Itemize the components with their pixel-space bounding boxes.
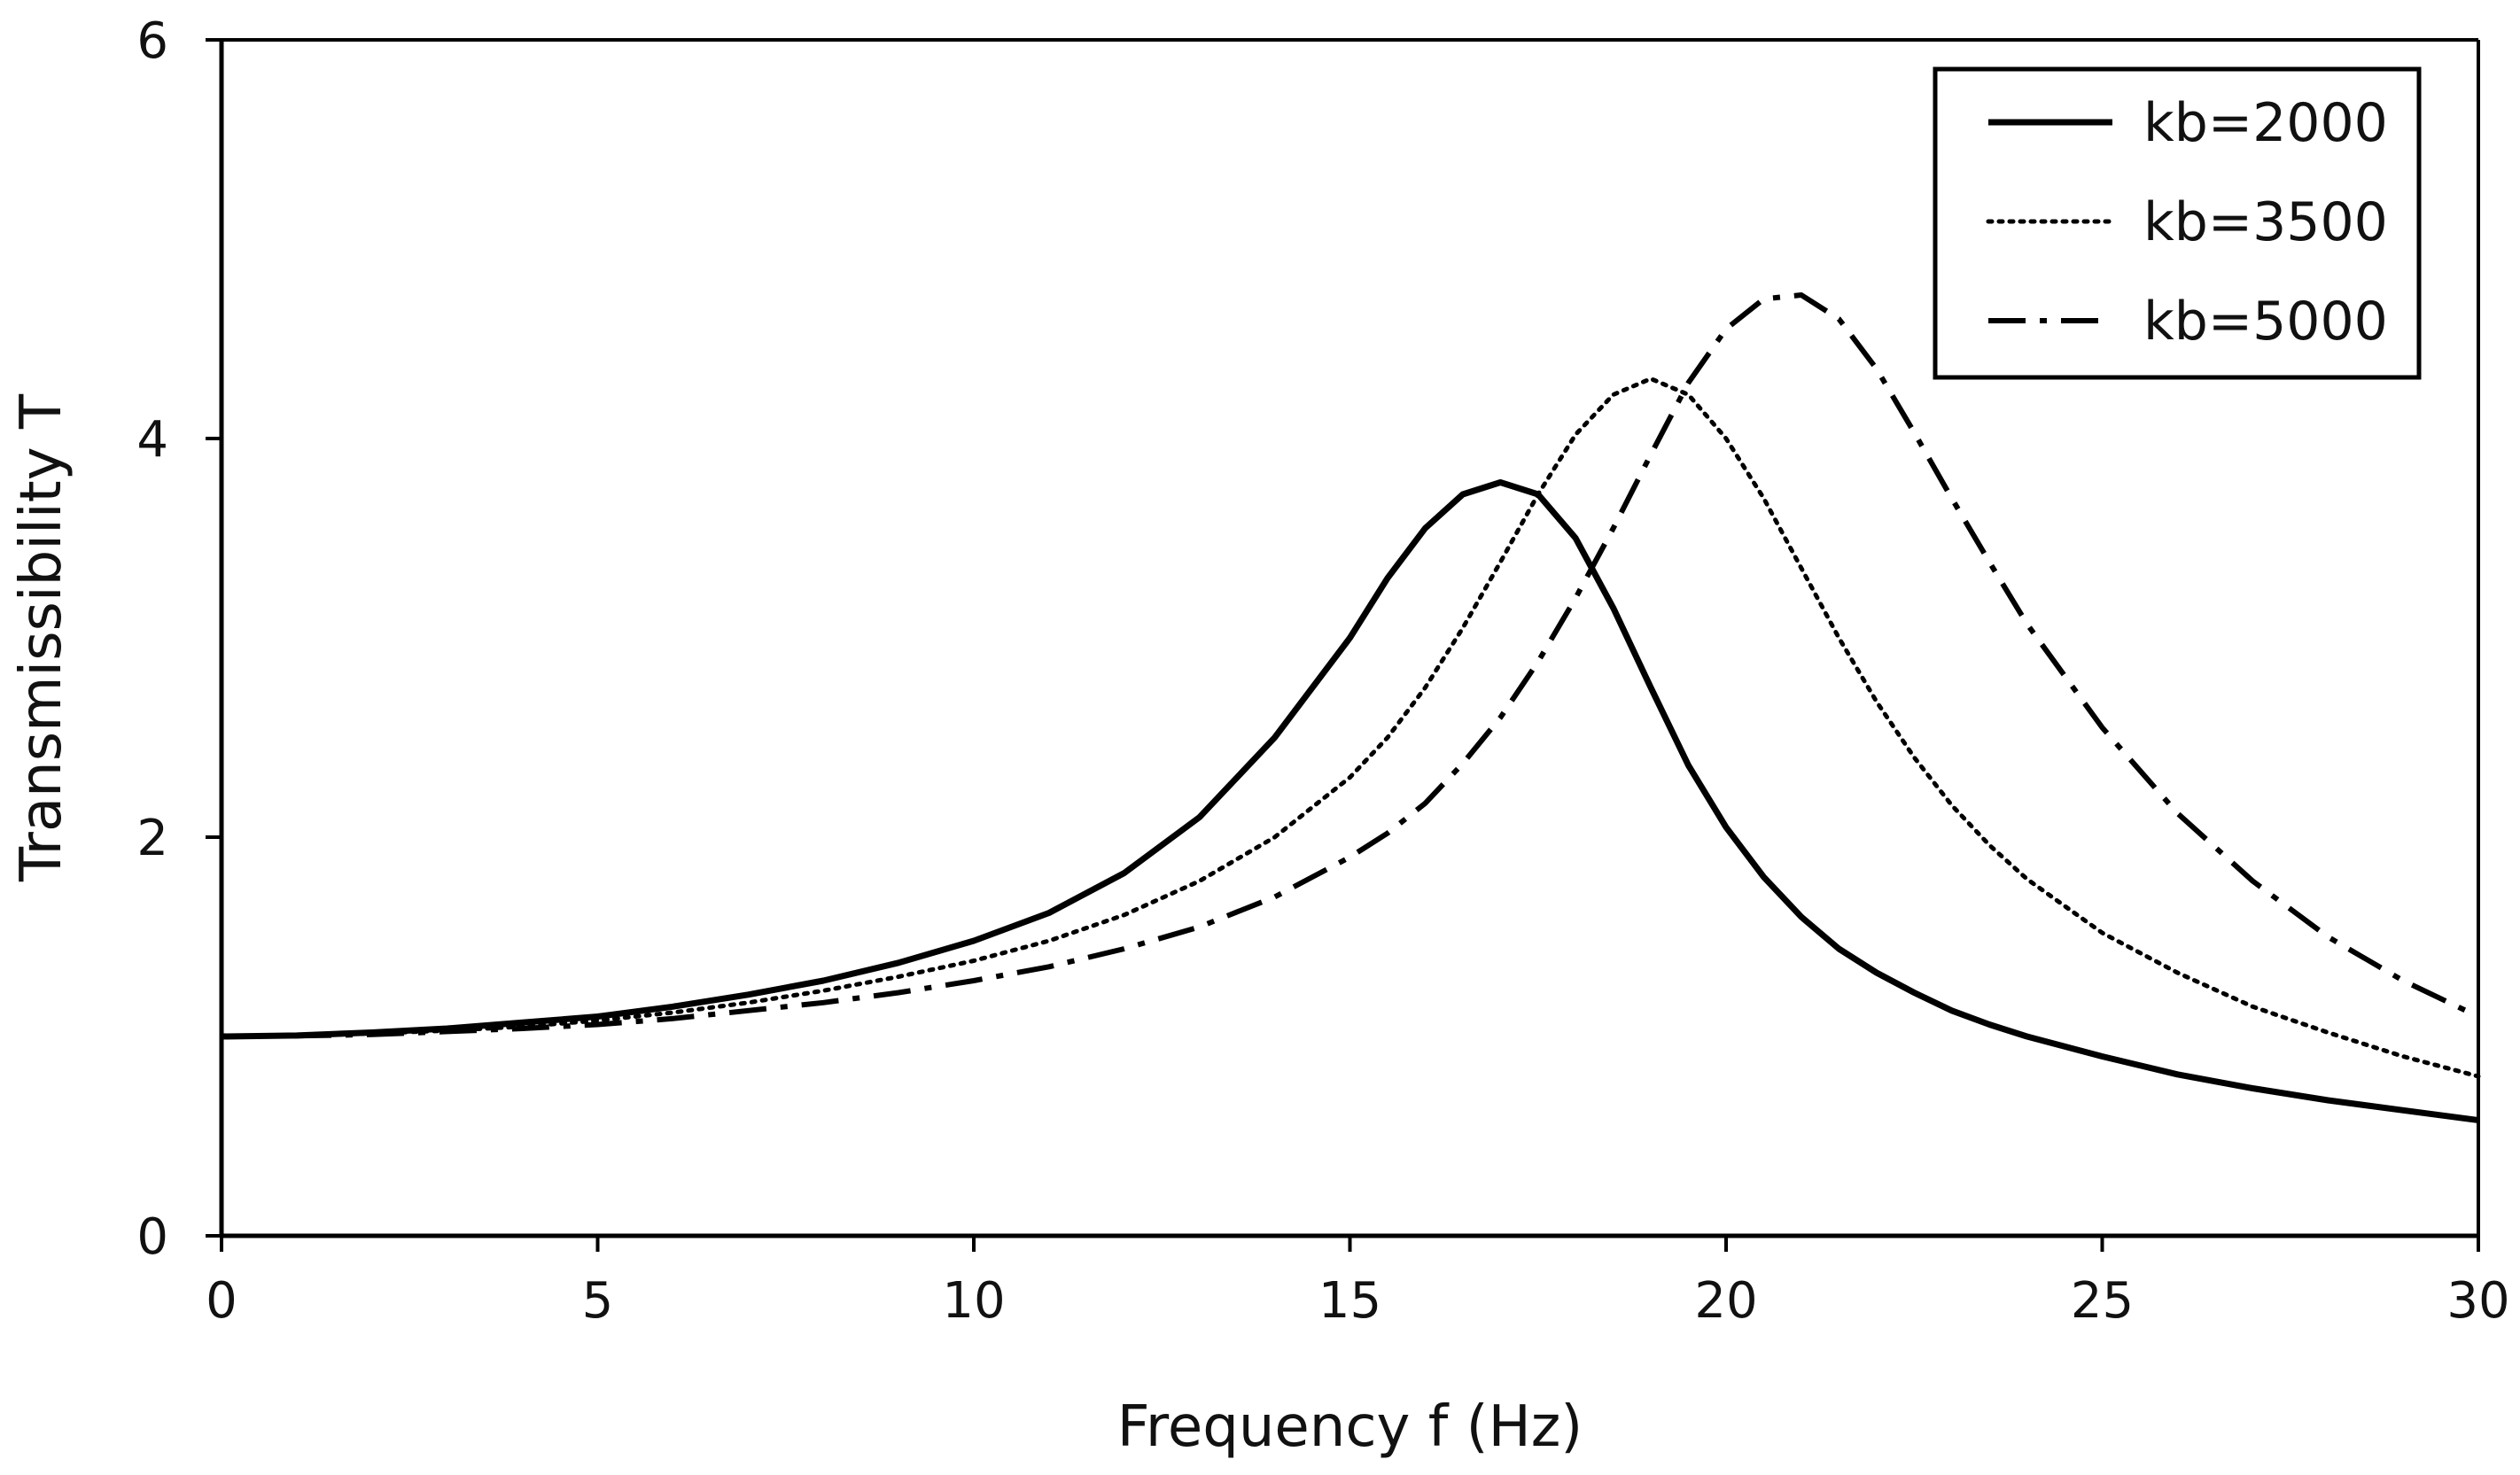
x-axis-title: Frequency f (Hz): [1117, 1394, 1583, 1460]
y-tick-label: 6: [136, 12, 168, 70]
x-tick-label: 20: [1694, 1272, 1757, 1330]
legend-label: kb=2000: [2143, 92, 2388, 154]
axes-layer: 0 5 10 15 20 25 30 0 2 4 6: [136, 12, 2509, 1330]
x-tick-label: 10: [942, 1272, 1005, 1330]
y-tick-label: 0: [136, 1208, 168, 1266]
x-tick-label: 0: [206, 1272, 237, 1330]
x-tick-label: 15: [1318, 1272, 1381, 1330]
y-axis-title: Transmissibility T: [9, 393, 74, 882]
series-line-kb-3500: [219, 377, 2481, 1079]
y-tick-label: 2: [136, 810, 168, 867]
x-tick-label: 5: [582, 1272, 614, 1330]
x-tick-label: 30: [2446, 1272, 2509, 1330]
y-tick-label: 4: [136, 411, 168, 469]
legend: kb=2000 kb=3500 kb=5000: [1933, 66, 2422, 380]
labels-layer: Frequency f (Hz) Transmissibility T: [9, 393, 1583, 1460]
series-line-kb-5000: [221, 292, 2480, 1039]
legend-label: kb=5000: [2143, 291, 2388, 353]
series-line-kb-2000: [221, 479, 2479, 1123]
x-tick-label: 25: [2071, 1272, 2134, 1330]
legend-label: kb=3500: [2143, 191, 2388, 253]
series-layer: [219, 292, 2481, 1123]
